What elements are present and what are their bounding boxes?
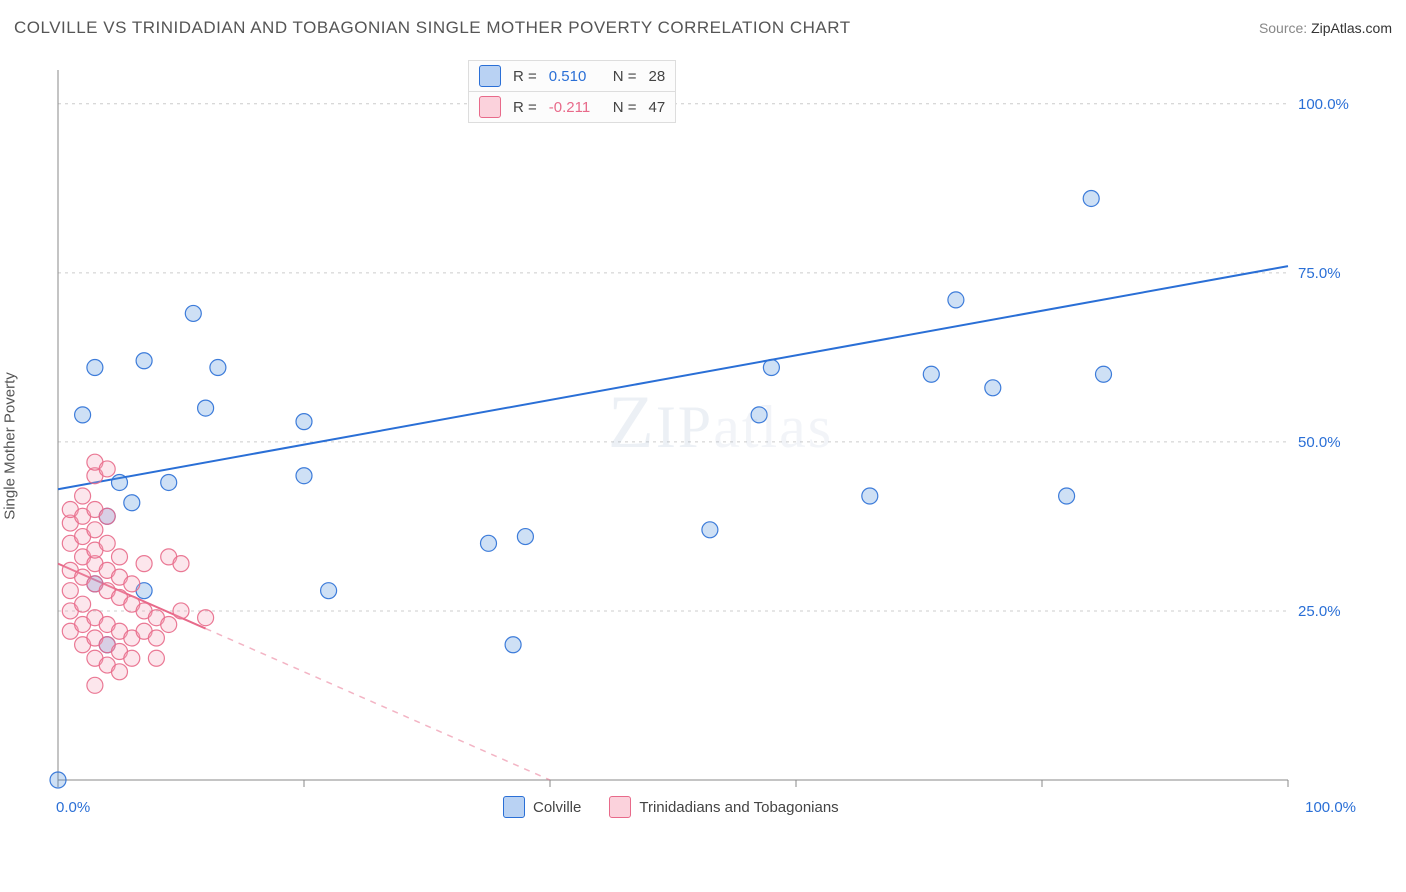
legend-item: Trinidadians and Tobagonians: [609, 796, 838, 818]
legend-label: Trinidadians and Tobagonians: [639, 799, 838, 816]
svg-text:100.0%: 100.0%: [1305, 799, 1356, 816]
svg-text:25.0%: 25.0%: [1298, 603, 1341, 620]
plot-container: 25.0%50.0%75.0%100.0%0.0%100.0% ZIPatlas…: [48, 60, 1368, 820]
legend-swatch-icon: [609, 796, 631, 818]
correlation-stats-box: R = 0.510 N = 28 R = -0.211 N = 47: [468, 60, 676, 123]
r-value: 0.510: [549, 68, 601, 85]
svg-text:75.0%: 75.0%: [1298, 265, 1341, 282]
svg-text:100.0%: 100.0%: [1298, 96, 1349, 113]
series-swatch-icon: [479, 96, 501, 118]
n-label: N =: [613, 68, 637, 85]
scatter-chart: 25.0% 50.0% 75.0% 100.0% 0.0% 100.0%: [48, 60, 1368, 820]
source-attribution: Source: ZipAtlas.com: [1259, 20, 1392, 36]
header-bar: COLVILLE VS TRINIDADIAN AND TOBAGONIAN S…: [14, 18, 1392, 38]
legend: Colville Trinidadians and Tobagonians: [503, 796, 839, 818]
source-value: ZipAtlas.com: [1311, 20, 1392, 36]
chart-title: COLVILLE VS TRINIDADIAN AND TOBAGONIAN S…: [14, 18, 851, 38]
n-value: 28: [649, 68, 666, 85]
legend-item: Colville: [503, 796, 581, 818]
r-value: -0.211: [549, 99, 601, 116]
source-label: Source:: [1259, 20, 1307, 36]
legend-label: Colville: [533, 799, 581, 816]
series-swatch-icon: [479, 65, 501, 87]
n-value: 47: [649, 99, 666, 116]
legend-swatch-icon: [503, 796, 525, 818]
r-label: R =: [513, 68, 537, 85]
y-axis-label: Single Mother Poverty: [2, 372, 19, 520]
n-label: N =: [613, 99, 637, 116]
r-label: R =: [513, 99, 537, 116]
svg-text:0.0%: 0.0%: [56, 799, 90, 816]
stats-row: R = -0.211 N = 47: [468, 91, 676, 123]
stats-row: R = 0.510 N = 28: [468, 60, 676, 91]
svg-text:50.0%: 50.0%: [1298, 434, 1341, 451]
